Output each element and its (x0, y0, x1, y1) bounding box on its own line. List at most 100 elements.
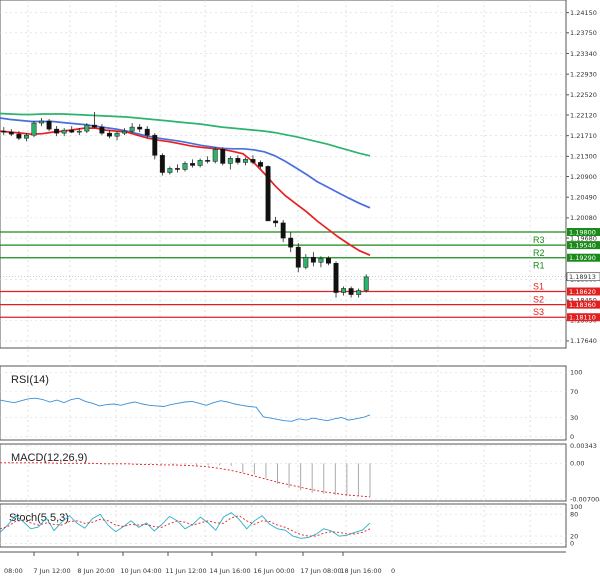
rsi-tick-label: 70 (570, 388, 578, 396)
stoch-tick-label: 20 (570, 532, 578, 540)
rsi-tick-label: 30 (570, 414, 578, 422)
macd-tick-label: -0.007004 (570, 495, 600, 503)
candle-down (99, 126, 105, 134)
candle-up (76, 130, 82, 133)
macd-signal-line (0, 462, 371, 498)
rsi-pane: 100 70 30 0 RSI(14) (0, 369, 582, 441)
candle-down (46, 120, 52, 130)
candle-down (250, 159, 256, 163)
candle-up (122, 130, 128, 134)
level-label-r2: R2 (533, 248, 545, 258)
candle-down (265, 166, 271, 222)
candle-up (356, 290, 362, 295)
current-price-tag (566, 272, 600, 282)
level-value-s1: 1.18620 (569, 288, 596, 296)
level-value-r1: 1.19290 (569, 254, 596, 262)
candle-up (363, 276, 369, 291)
level-value-r2: 1.19540 (569, 242, 596, 250)
stoch-k-line (0, 512, 371, 539)
time-axis-label: 10 Jun 04:00 (120, 567, 161, 575)
candle-down (159, 155, 165, 173)
candle-down (54, 128, 60, 134)
candle-down (280, 222, 286, 239)
macd-pane-frame (0, 443, 567, 502)
moving-average-line-2 (0, 117, 371, 209)
price-pane-frame (0, 0, 567, 349)
macd-tick-label: 0.00343 (570, 442, 597, 450)
candle-up (197, 160, 203, 166)
level-value-r3: 1.19800 (569, 228, 596, 236)
current-price-label: 1.18913 (569, 273, 596, 281)
chart-grid: 1.24150 1.23750 1.23340 1.22930 1.22520 1.221… (0, 0, 597, 548)
level-label-s1: S1 (533, 282, 544, 292)
candle-up (114, 132, 120, 137)
candle-down (348, 288, 354, 295)
time-axis-label: 14 Jun 16:00 (209, 567, 250, 575)
price-tick-label: 1.21300 (570, 153, 597, 161)
stoch-tick-label: 80 (570, 511, 578, 519)
candle-up (227, 158, 233, 164)
candle-down (8, 131, 14, 135)
time-axis-label-partial-end: 0 (391, 567, 395, 575)
price-tick-label: 1.20900 (570, 173, 597, 181)
rsi-tick-label: 0 (570, 433, 574, 441)
candle-up (341, 288, 347, 293)
candle-down (310, 256, 316, 263)
candle-down (273, 220, 279, 224)
candle-down (190, 163, 196, 166)
candle-down (235, 158, 241, 163)
time-axis-label: 7 Jun 12:00 (33, 567, 70, 575)
level-tag-s3 (567, 313, 600, 322)
price-tick-label: 1.23750 (570, 29, 597, 37)
time-axis-label: 17 Jun 08:00 (300, 567, 341, 575)
price-tick-label: 1.22120 (570, 111, 597, 119)
moving-average-line-3 (0, 127, 371, 256)
candle-down (107, 132, 112, 137)
price-tick-label: 1.17640 (570, 337, 597, 345)
price-tick-label: 1.22930 (570, 70, 597, 78)
level-tag-r3 (567, 228, 600, 236)
candle-down (152, 134, 158, 156)
candle-down (220, 149, 226, 164)
price-tick-label: 1.24150 (570, 9, 597, 17)
candle-down (69, 129, 75, 133)
price-tick-label: 1.20080 (570, 214, 597, 222)
level-value-s2: 1.18360 (569, 301, 596, 309)
candle-down (16, 133, 22, 139)
candle-up (182, 163, 188, 170)
moving-average-line-1 (0, 112, 371, 157)
level-label-s3: S3 (533, 307, 544, 317)
candle-up (303, 256, 309, 268)
candle-up (84, 124, 90, 132)
level-tag-s2 (567, 300, 600, 309)
time-axis-label: 8 Jun 20:00 (77, 567, 114, 575)
candle-up (212, 149, 218, 162)
rsi-tick-label: 100 (570, 369, 582, 377)
candle-up (23, 134, 29, 139)
candle-down (288, 237, 294, 248)
level-label-s2: S2 (533, 295, 544, 305)
level-value-s3: 1.18110 (569, 314, 596, 322)
candle-up (129, 126, 135, 132)
level-label-r3: R3 (533, 235, 545, 245)
stoch-tick-label: 0 (570, 540, 574, 548)
price-tick-label: 1.23340 (570, 50, 597, 58)
candle-down (137, 126, 143, 130)
rsi-pane-frame (0, 365, 567, 441)
candle-up (31, 122, 37, 136)
time-axis-label-partial-start: 08:00 (4, 567, 23, 575)
rsi-line (0, 397, 371, 422)
candle-down (144, 128, 150, 136)
time-axis-label: 18 Jun 16:00 (340, 567, 381, 575)
candle-up (39, 120, 44, 124)
candle-down (258, 162, 263, 167)
price-tick-label: 1.20490 (570, 194, 597, 202)
candle-up (318, 257, 324, 263)
time-axis-label: 16 Jun 00:00 (253, 567, 294, 575)
price-tick-label: 1.21710 (570, 132, 597, 140)
level-label-r1: R1 (533, 261, 545, 271)
time-axis: 08:00 7 Jun 12:00 8 Jun 20:00 10 Jun 04:00 1… (0, 551, 566, 575)
level-tag-r2 (567, 241, 600, 250)
